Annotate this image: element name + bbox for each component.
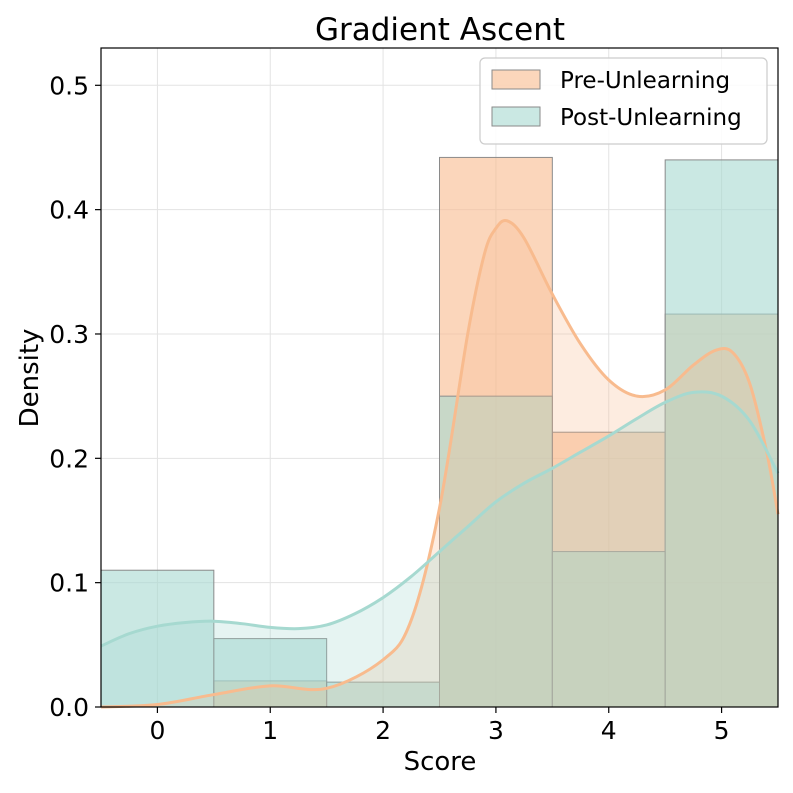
y-tick-label-2: 0.2 xyxy=(49,444,89,473)
bar-post-unlearning-5 xyxy=(664,159,779,708)
x-tick-label-5: 5 xyxy=(714,716,730,745)
legend: Pre-Unlearning Post-Unlearning xyxy=(479,57,768,145)
y-tick-label-0: 0.0 xyxy=(49,693,89,722)
y-tick-label-4: 0.4 xyxy=(49,196,89,225)
y-tick-label-3: 0.3 xyxy=(49,320,89,349)
legend-label-post-unlearning: Post-Unlearning xyxy=(560,105,742,131)
x-axis-label: Score xyxy=(404,747,477,777)
legend-label-pre-unlearning: Pre-Unlearning xyxy=(560,68,730,94)
kde-line-pre-unlearning xyxy=(100,218,780,709)
histogram-bars xyxy=(100,156,779,708)
chart-title: Gradient Ascent xyxy=(315,12,565,48)
bar-post-unlearning-4 xyxy=(551,551,666,708)
y-axis-label: Density xyxy=(15,329,45,428)
x-tick-label-2: 2 xyxy=(375,716,391,745)
legend-swatch-pre-unlearning xyxy=(491,69,541,90)
plot-frame xyxy=(100,47,779,708)
y-tick-label-5: 0.5 xyxy=(49,71,89,100)
kde-fill-pre-unlearning xyxy=(101,220,778,707)
y-tick-label-1: 0.1 xyxy=(49,569,89,598)
density-curves xyxy=(100,218,780,709)
bar-post-unlearning-3 xyxy=(439,395,553,708)
x-tick-label-0: 0 xyxy=(149,716,165,745)
x-tick-label-1: 1 xyxy=(262,716,278,745)
legend-item-pre-unlearning: Pre-Unlearning xyxy=(491,68,730,94)
x-tick-label-4: 4 xyxy=(601,716,617,745)
legend-box xyxy=(479,57,768,145)
axis-ticks: 0 1 2 3 4 5 0.0 0.1 0.2 0.3 0.4 0.5 xyxy=(49,71,729,745)
legend-swatch-post-unlearning xyxy=(491,106,541,127)
legend-item-post-unlearning: Post-Unlearning xyxy=(491,105,742,131)
kde-line-post-unlearning xyxy=(100,390,780,648)
x-tick-label-3: 3 xyxy=(488,716,504,745)
